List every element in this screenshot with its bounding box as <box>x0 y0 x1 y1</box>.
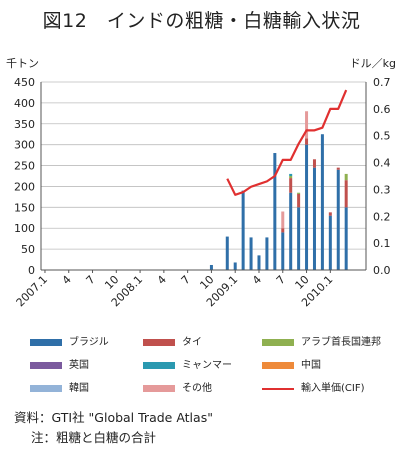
y-tick-label: 100 <box>14 222 35 235</box>
bar <box>312 159 316 168</box>
y2-tick-label: 0.3 <box>373 183 391 196</box>
x-tick-label: 7 <box>84 273 98 287</box>
x-tick-label: 7 <box>179 273 193 287</box>
y2-tick-label: 0.0 <box>373 264 391 277</box>
bar <box>273 153 277 270</box>
y-tick-label: 200 <box>14 180 35 193</box>
right-axis-ticks: 0.0 0.1 0.2 0.3 0.4 0.5 0.6 0.7 <box>373 76 391 277</box>
legend-label: 輸入単価(CIF) <box>301 383 365 394</box>
y2-tick-label: 0.2 <box>373 210 391 223</box>
legend-swatch <box>30 385 62 392</box>
y2-tick-label: 0.4 <box>373 157 391 170</box>
bar <box>344 173 348 181</box>
source-note: 資料：GTI社 "Global Trade Atlas" <box>14 410 213 425</box>
bar <box>305 144 309 270</box>
x-tick-label: 4 <box>155 273 169 287</box>
x-tick-label: 2007.1 <box>14 273 50 309</box>
legend-label: 韓国 <box>69 383 89 394</box>
y-tick-label: 350 <box>14 118 35 131</box>
left-axis-ticks: 0 50 100 150 200 250 300 350 400 450 <box>14 76 35 277</box>
legend-label: タイ <box>182 337 202 348</box>
bar <box>297 207 301 270</box>
bar <box>281 211 285 229</box>
y-tick-label: 250 <box>14 160 35 173</box>
legend: ブラジル タイ アラブ首長国連邦英国 ミャンマー 中国韓国 その他 輸入単価(CIF) <box>0 336 403 404</box>
bar <box>328 215 332 270</box>
bar <box>344 180 348 208</box>
legend-swatch <box>262 362 294 369</box>
bar <box>336 169 340 270</box>
bar <box>249 237 253 270</box>
bar <box>289 192 293 270</box>
legend-label: その他 <box>182 383 212 394</box>
left-axis-unit: 千トン <box>6 57 39 70</box>
y-tick-label: 50 <box>21 243 35 256</box>
legend-swatch <box>30 339 62 346</box>
legend-label: ミャンマー <box>182 360 232 371</box>
bar <box>344 207 348 270</box>
bar <box>289 178 293 193</box>
bar <box>281 228 285 233</box>
bar <box>257 255 261 270</box>
bar <box>265 237 269 270</box>
y2-tick-label: 0.7 <box>373 76 391 89</box>
bar <box>297 193 301 208</box>
footnote: 注：粗糖と白糖の合計 <box>31 430 157 445</box>
bar <box>225 236 229 270</box>
bar <box>289 173 293 176</box>
notes: 資料：GTI社 "Global Trade Atlas" 注：粗糖と白糖の合計 <box>14 408 213 448</box>
bar <box>312 167 316 270</box>
legend-swatch <box>262 388 294 390</box>
y-tick-label: 0 <box>28 264 35 277</box>
bar-series <box>209 111 348 270</box>
x-tick-label: 4 <box>250 273 264 287</box>
y-tick-label: 300 <box>14 139 35 152</box>
legend-swatch <box>143 339 175 346</box>
legend-label: 英国 <box>69 360 89 371</box>
bar <box>297 192 301 194</box>
y2-tick-label: 0.5 <box>373 130 391 143</box>
import-chart: 千トン ドル／kg 0 50 100 150 200 250 300 350 400 450 0.… <box>6 57 396 309</box>
bar <box>305 111 309 139</box>
y-tick-label: 450 <box>14 76 35 89</box>
y-tick-label: 150 <box>14 201 35 214</box>
price-line <box>226 89 348 196</box>
y2-tick-label: 0.6 <box>373 103 391 116</box>
bar <box>209 264 213 270</box>
x-tick-label: 4 <box>60 273 74 287</box>
bar <box>289 176 293 179</box>
legend-label: アラブ首長国連邦 <box>301 337 381 348</box>
legend-label: 中国 <box>301 360 321 371</box>
bar <box>305 138 309 145</box>
legend-swatch <box>30 362 62 369</box>
bar <box>233 262 237 270</box>
legend-swatch <box>143 385 175 392</box>
price-line-layer <box>226 89 348 196</box>
gridlines <box>41 81 366 250</box>
bar <box>336 167 340 170</box>
y2-tick-label: 0.1 <box>373 237 391 250</box>
x-tick-label: 7 <box>274 273 288 287</box>
bar <box>241 190 245 270</box>
y-tick-label: 400 <box>14 97 35 110</box>
right-axis-unit: ドル／kg <box>350 57 396 70</box>
chart-title: 図12 インドの粗糖・白糖輸入状況 <box>42 10 361 32</box>
axes <box>40 82 367 271</box>
legend-label: ブラジル <box>69 337 109 348</box>
bar <box>320 134 324 270</box>
bar <box>281 232 285 270</box>
legend-swatch <box>143 362 175 369</box>
legend-swatch <box>262 339 294 346</box>
bar <box>328 212 332 216</box>
